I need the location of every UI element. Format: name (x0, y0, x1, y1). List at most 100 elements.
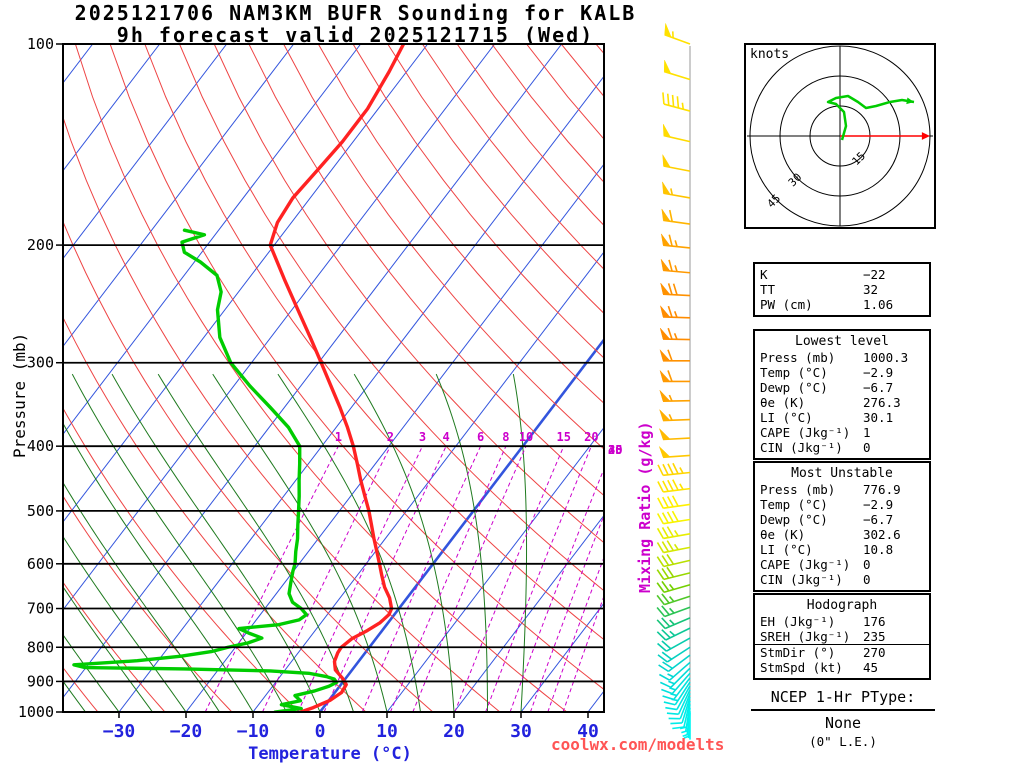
stat-label: K (760, 267, 768, 282)
ptype-value: None (824, 714, 862, 732)
mixing-ratio-label: 4 (442, 430, 449, 444)
stats-unstable-title: Most Unstable (791, 466, 893, 481)
moist-adiabat-line (63, 422, 254, 712)
stat-value: 0 (863, 440, 871, 455)
dry-adiabat-line (213, 44, 604, 544)
wind-barb (656, 526, 691, 540)
stat-value: −2.9 (863, 365, 894, 380)
stats-hodograph-box: Hodograph EH (Jkg⁻¹) 176 SREH (Jkg⁻¹) 235 St… (753, 593, 931, 680)
stat-value: −6.7 (863, 380, 894, 395)
moist-adiabat-line (435, 373, 488, 712)
temp-tick-label: 0 (315, 721, 326, 742)
stat-label: θe (K) (760, 527, 806, 542)
wind-barb (661, 208, 691, 225)
wind-barb (656, 580, 691, 593)
plot-border (62, 43, 605, 713)
stat-value: 0 (863, 557, 871, 572)
mixing-ratio-line (529, 513, 604, 712)
stat-label: CAPE (Jkg⁻¹) (760, 425, 851, 440)
page-title: 2025121706 NAM3KM BUFR Sounding for KALB (74, 1, 637, 25)
wind-barb (659, 446, 691, 459)
wind-barb (659, 428, 691, 441)
pressure-tick-label: 1000 (18, 703, 54, 721)
wind-barb (656, 627, 691, 641)
temperature-axis-label: Temperature (°C) (248, 744, 412, 764)
stat-label: Dewp (°C) (760, 380, 828, 395)
isotherm-line (318, 337, 604, 712)
wind-barb (659, 409, 691, 422)
pressure-tick-label: 700 (27, 600, 54, 618)
temp-tick-label: −30 (103, 721, 136, 742)
mixing-ratio-label: 30 (608, 443, 622, 457)
mixing-ratio-label: 10 (519, 430, 533, 444)
stat-value: 270 (863, 645, 886, 660)
mixing-ratio-label: 6 (477, 430, 484, 444)
stat-value: 0 (863, 572, 871, 587)
temp-tick-label: 20 (443, 721, 465, 742)
wind-barb (659, 667, 691, 689)
moist-adiabat-line (63, 633, 120, 712)
watermark-text: coolwx.com/modelts (551, 735, 725, 754)
moist-adiabat-line (63, 585, 153, 712)
stat-row: K −22 (755, 267, 929, 282)
ptype-note: (0" L.E.) (809, 734, 877, 749)
wind-barb (657, 479, 691, 493)
temp-tick-label: −10 (237, 721, 270, 742)
stat-label: SREH (Jkg⁻¹) (760, 629, 851, 644)
mixing-ratio-label: 20 (584, 430, 598, 444)
mixing-ratio-line (485, 445, 592, 712)
mixing-ratio-axis-label: Mixing Ratio (g/kg) (636, 421, 654, 593)
stat-value: −6.7 (863, 512, 894, 527)
stat-value: 776.9 (863, 482, 901, 497)
stat-label: TT (760, 282, 776, 297)
isotherm-line (118, 75, 604, 712)
temp-tick-label: 40 (577, 721, 599, 742)
mixing-ratio-label: 15 (557, 430, 571, 444)
stat-value: 30.1 (863, 410, 894, 425)
stat-row: CAPE (Jkg⁻¹) 1 (755, 425, 929, 440)
dry-adiabat-line (63, 316, 367, 712)
isotherm-line (63, 44, 228, 260)
wind-barb (657, 637, 691, 652)
temp-tick-label: −20 (170, 721, 203, 742)
stat-label: LI (°C) (760, 410, 813, 425)
stat-row: θe (K) 302.6 (755, 527, 929, 542)
moist-adiabat-line (63, 535, 187, 712)
stat-label: Temp (°C) (760, 365, 828, 380)
isotherm-line (63, 44, 563, 699)
wind-barb (656, 566, 691, 581)
stat-label: Dewp (°C) (760, 512, 828, 527)
stat-label: EH (Jkg⁻¹) (760, 614, 836, 629)
wind-barb (660, 282, 691, 297)
moist-adiabat-line (157, 373, 354, 712)
mixing-ratio-label: 35 (608, 443, 622, 457)
dry-adiabat-line (456, 44, 604, 227)
isotherm-line (185, 163, 604, 712)
stat-row: Temp (°C) −2.9 (755, 497, 929, 512)
wind-barb (683, 712, 691, 740)
stat-label: CIN (Jkg⁻¹) (760, 440, 843, 455)
wind-barb (657, 462, 691, 477)
pressure-tick-label: 800 (27, 638, 54, 656)
dry-adiabat-line (283, 44, 604, 450)
stat-value: −22 (863, 267, 886, 282)
mixing-ratio-label: 40 (608, 443, 622, 457)
stat-row: SREH (Jkg⁻¹) 235 (755, 629, 929, 644)
stat-label: StmSpd (kt) (760, 660, 843, 675)
wind-barb (656, 510, 691, 525)
wind-barb (663, 60, 691, 81)
dry-adiabat-line (63, 115, 501, 712)
moist-adiabat-line (71, 373, 287, 712)
isotherm-line (63, 44, 429, 523)
moist-adiabat-line (212, 373, 388, 712)
wind-barb (659, 390, 691, 403)
stat-value: 1.06 (863, 297, 894, 312)
pressure-tick-label: 900 (27, 672, 54, 690)
stat-row: StmDir (°) 270 (755, 644, 929, 660)
stat-row: Temp (°C) −2.9 (755, 365, 929, 380)
wind-barb (660, 259, 691, 274)
sounding-curve (268, 44, 406, 712)
dry-adiabat-line (317, 44, 604, 404)
